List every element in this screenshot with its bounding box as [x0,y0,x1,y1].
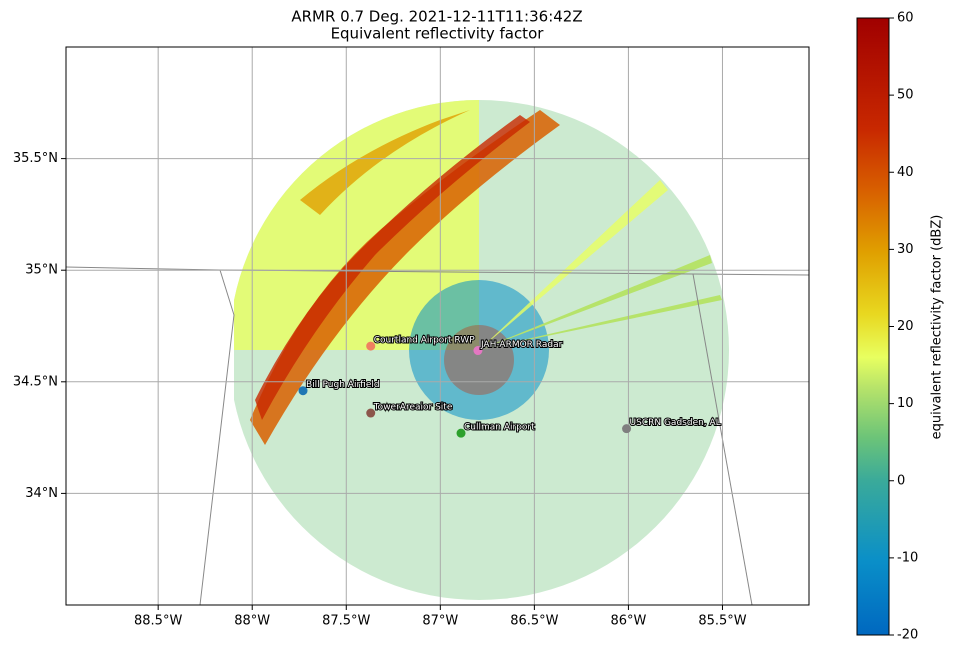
colorbar-tick-label: 0 [897,473,905,488]
x-tick-label: 87.5°W [322,614,370,629]
colorbar-tick-label: 50 [897,88,914,103]
state-border [199,269,235,605]
x-tick-label: 88.5°W [134,614,182,629]
colorbar-tick-label: -20 [897,628,918,643]
station-label: Courtland Airport RWP [374,336,475,346]
x-tick-label: 87°W [422,614,458,629]
station-label: Bill Pugh Airfield [306,380,380,390]
y-tick-label: 34°N [25,486,58,501]
station-label: Cullman Airport [464,423,535,433]
station-label: JAH-ARMOR Radar [480,340,563,350]
colorbar-tick-label: 20 [897,319,914,334]
subtitle: Equivalent reflectivity factor [331,25,545,43]
x-tick-label: 85.5°W [698,614,746,629]
colorbar-tick-label: 10 [897,396,914,411]
station-marker [622,424,632,434]
x-tick-label: 86°W [610,614,646,629]
colorbar-tick-label: -10 [897,550,918,565]
map-area [66,47,809,605]
station-marker [298,386,308,396]
x-tick-label: 86.5°W [510,614,558,629]
station-label: USCRN Gadsden, AL [630,418,721,428]
y-tick-label: 35°N [25,263,58,278]
colorbar [856,17,890,636]
colorbar-label: equivalent reflectivity factor (dBZ) [930,215,945,440]
station-marker [473,346,483,356]
plot-frame [65,46,810,606]
y-tick-label: 35.5°N [13,151,58,166]
station-marker [456,428,466,438]
colorbar-tick-label: 30 [897,242,914,257]
colorbar-tick-label: 60 [897,11,914,26]
station-label: TowerAreaior Site [373,403,453,413]
colorbar-tick-label: 40 [897,165,914,180]
title: ARMR 0.7 Deg. 2021-12-11T11:36:42Z [291,8,582,26]
station-marker [366,341,376,351]
station-marker [366,408,376,418]
y-tick-label: 34.5°N [13,374,58,389]
x-tick-label: 88°W [234,614,270,629]
